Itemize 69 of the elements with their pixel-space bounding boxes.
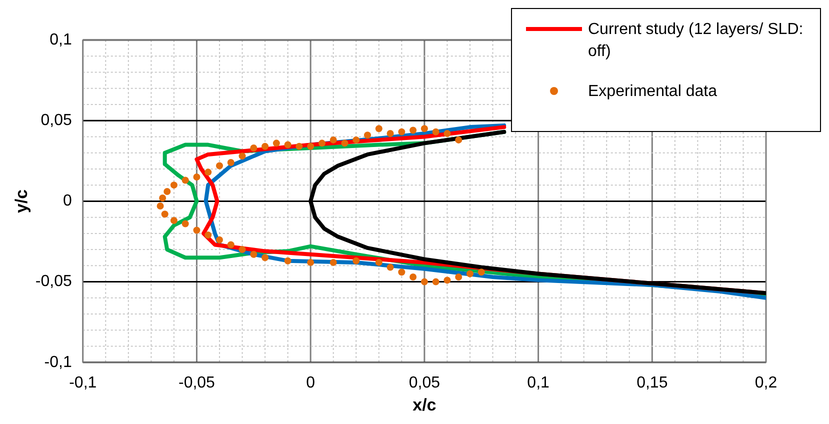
point [330,136,337,144]
point [204,168,212,176]
point [227,159,234,166]
point [318,140,326,147]
point [478,268,485,276]
point [466,270,474,278]
point [386,264,394,271]
point [182,176,189,184]
point [330,258,337,266]
point [262,142,269,150]
legend-label: Current study (12 layers/ SLD: off) [588,20,804,62]
point [432,128,440,136]
point [398,268,406,276]
point [164,188,171,196]
point [410,126,417,134]
point [352,136,360,144]
point [420,125,428,132]
x-tick-label: 0,1 [527,374,550,392]
x-tick-label: 0 [306,374,316,392]
point [170,217,178,224]
y-tick-label: -0,05 [35,273,72,290]
point [227,241,234,248]
point [341,140,348,147]
legend-label: Experimental data [588,82,717,102]
x-tick-label: -0,1 [69,374,97,392]
point [444,130,451,137]
point [444,276,451,284]
x-tick-label: -0,05 [178,374,216,392]
point [161,210,168,218]
point [284,257,292,264]
point [375,258,382,266]
y-tick-label: -0,1 [44,354,72,371]
y-tick-label: 0 [62,192,72,210]
x-tick-label: 0,2 [754,374,778,392]
point [238,246,246,254]
y-tick-label: 0,1 [50,31,72,48]
point [364,132,372,139]
point [193,174,200,181]
point [375,125,382,132]
y-tick-label: 0,05 [40,112,72,130]
point [410,273,417,280]
point [386,130,394,137]
point [398,128,406,136]
point [156,202,164,210]
y-axis-title: y/c [12,189,31,214]
point [307,258,314,266]
point [182,220,189,228]
point [296,142,303,150]
point [455,273,462,280]
point [455,136,462,144]
point [238,152,246,160]
point [250,144,258,152]
point [284,141,292,148]
point [159,194,166,202]
point [307,142,314,150]
point [420,278,428,286]
point [170,182,178,189]
point [352,257,360,264]
point [216,162,223,170]
point [250,250,258,258]
point [204,232,212,239]
point [272,140,280,147]
point [193,226,200,234]
x-axis-title: x/c [412,395,436,414]
point [216,236,223,244]
point [432,278,440,286]
point [262,254,269,262]
x-tick-label: 0,15 [636,374,668,392]
x-tick-label: 0,05 [408,374,440,392]
